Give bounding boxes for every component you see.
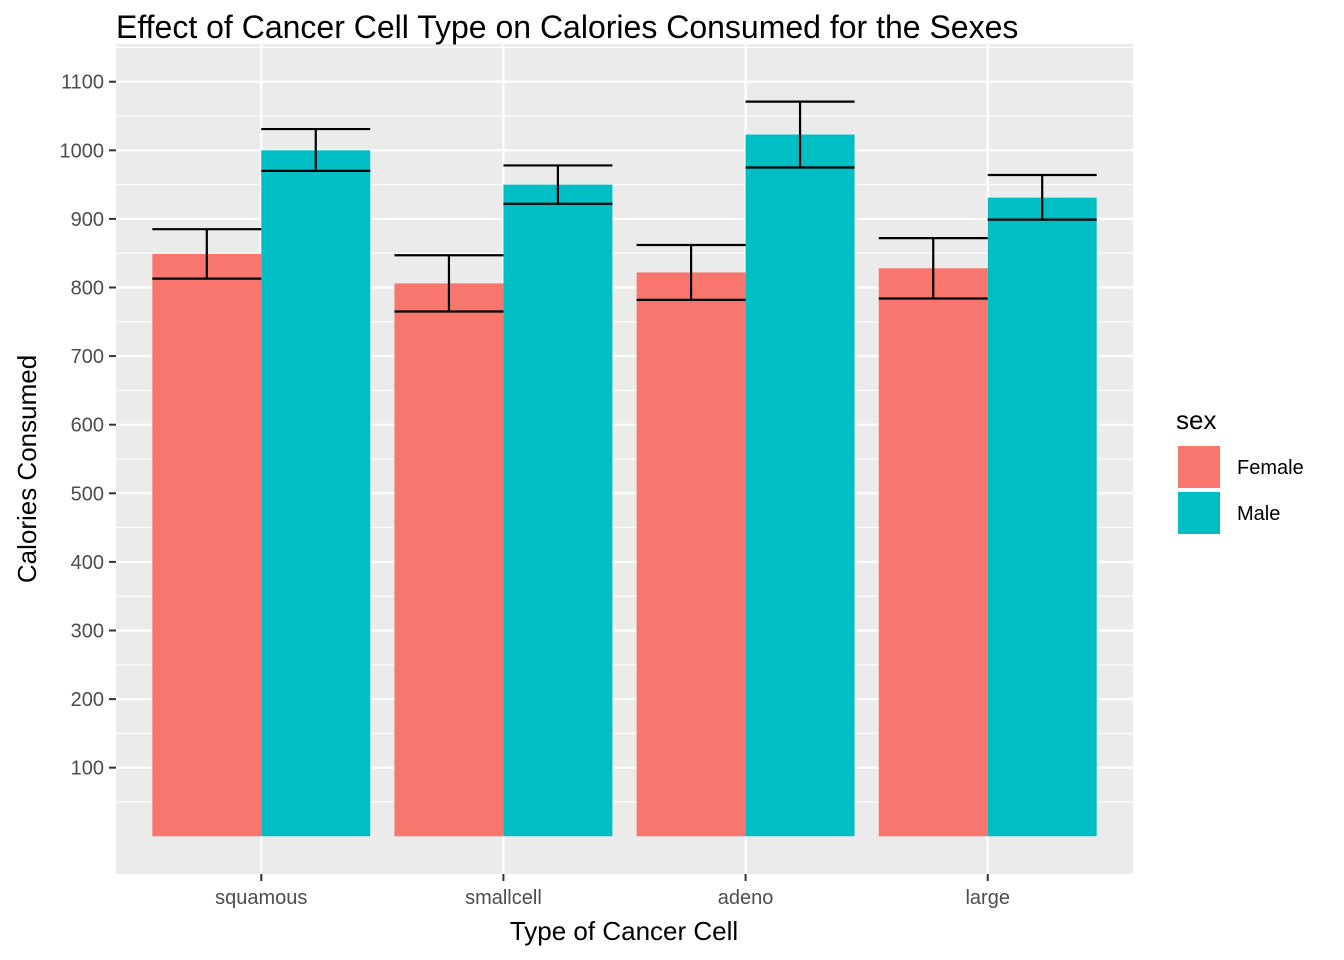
bar-female-adeno — [636, 272, 746, 837]
y-tick-label: 1000 — [60, 140, 105, 162]
legend-items: Female Male — [1176, 444, 1304, 536]
bar-female-smallcell — [394, 283, 504, 837]
legend-key-male — [1176, 490, 1222, 536]
legend-label-female: Female — [1237, 457, 1304, 479]
legend-label-male: Male — [1237, 503, 1280, 525]
y-tick-label: 400 — [71, 552, 104, 574]
y-tick-label: 100 — [71, 758, 104, 780]
x-tick-label: squamous — [215, 887, 307, 909]
y-tick-label: 500 — [71, 483, 104, 505]
y-axis-title: Calories Consumed — [12, 355, 42, 583]
y-tick-label: 1100 — [61, 72, 104, 94]
y-tick-label: 200 — [71, 689, 104, 711]
y-tick-label: 700 — [71, 346, 104, 368]
y-tick-label: 800 — [71, 278, 104, 300]
bars — [152, 134, 1097, 837]
y-tick-label: 300 — [71, 620, 104, 642]
x-tick-label: large — [965, 887, 1009, 909]
chart-title: Effect of Cancer Cell Type on Calories C… — [116, 9, 1018, 45]
y-tick-label: 600 — [71, 415, 104, 437]
axes: 100 200 300 400 500 600 700 800 900 1000 1100 squam… — [60, 72, 1010, 909]
error-bars — [152, 100, 1097, 313]
x-axis-title: Type of Cancer Cell — [510, 916, 738, 946]
bar-male-squamous — [261, 150, 371, 837]
x-tick-label: adeno — [718, 887, 774, 909]
bar-female-squamous — [152, 253, 262, 837]
bar-male-smallcell — [503, 184, 613, 837]
bar-male-adeno — [745, 134, 855, 837]
legend-key-female — [1176, 444, 1222, 490]
y-tick-label: 900 — [71, 209, 104, 231]
legend-title: sex — [1176, 405, 1216, 435]
legend: sex Female Male — [1176, 405, 1304, 536]
bar-male-large — [987, 197, 1097, 837]
bar-female-large — [878, 268, 988, 837]
x-tick-label: smallcell — [465, 887, 542, 909]
